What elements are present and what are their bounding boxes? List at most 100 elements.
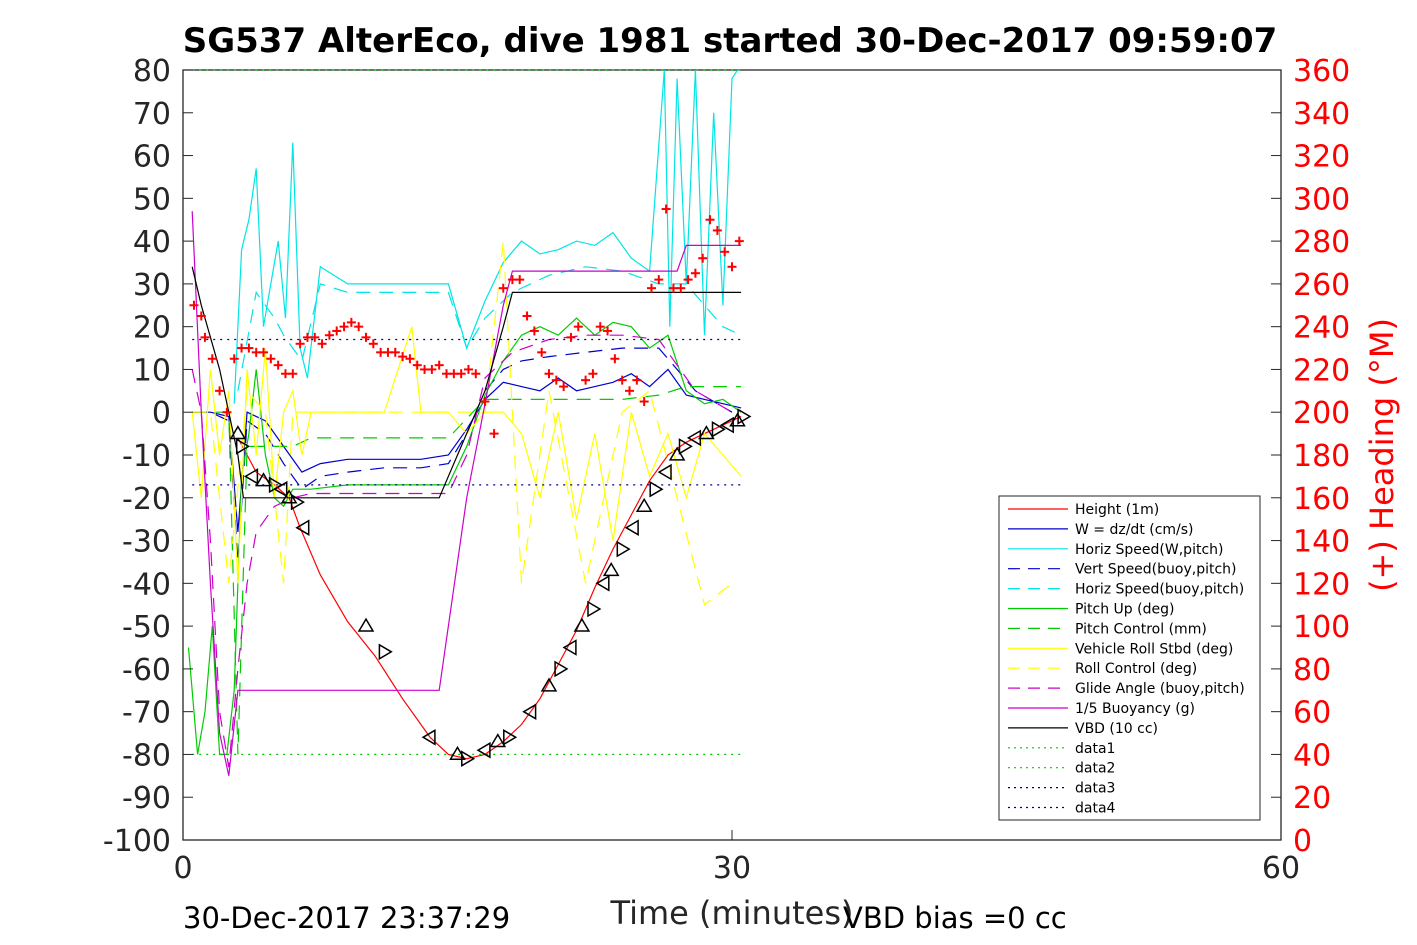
- legend-label: Horiz Speed(W,pitch): [1075, 542, 1223, 558]
- heading-point: [196, 311, 206, 321]
- heading-point: [489, 429, 499, 439]
- series-line-11: [191, 266, 742, 499]
- legend-label: data4: [1075, 801, 1116, 817]
- y-tick-label: -100: [103, 824, 171, 859]
- y-tick-label: -60: [122, 653, 171, 688]
- x-axis: 0 30 60: [173, 830, 1300, 886]
- height-marker: [624, 519, 639, 537]
- heading-point: [427, 364, 437, 374]
- legend-label: data2: [1075, 761, 1115, 777]
- heading-point: [734, 236, 744, 246]
- height-marker: [711, 420, 726, 438]
- y2-tick-label: 20: [1293, 781, 1331, 816]
- y-tick-label: 0: [152, 396, 171, 431]
- y-tick-label: -10: [122, 439, 171, 474]
- heading-point: [559, 382, 569, 392]
- legend-label: Glide Angle (buoy,pitch): [1075, 681, 1245, 697]
- heading-point: [544, 369, 554, 379]
- legend-label: data3: [1075, 781, 1115, 797]
- heading-point: [537, 347, 547, 357]
- y-tick-label: 40: [133, 225, 171, 260]
- legend-box: [998, 495, 1261, 821]
- heading-point: [368, 339, 378, 349]
- height-marker: [290, 493, 305, 511]
- y-tick-label: -70: [122, 696, 171, 731]
- legend-label: data1: [1075, 741, 1115, 757]
- footer-timestamp: 30-Dec-2017 23:37:29: [183, 901, 510, 935]
- legend: Height (1m) W = dz/dt (cm/s) Horiz Speed(W…: [998, 495, 1261, 821]
- height-marker: [522, 703, 537, 721]
- height-marker: [461, 750, 476, 768]
- legend-label: Pitch Up (deg): [1075, 602, 1174, 618]
- y-tick-label: -40: [122, 567, 171, 602]
- legend-label: Height (1m): [1075, 502, 1159, 518]
- y-tick-label: 80: [133, 54, 171, 89]
- height-marker: [737, 408, 752, 425]
- heading-point: [405, 354, 415, 364]
- height-marker: [602, 562, 620, 577]
- legend-label: VBD (10 cc): [1075, 721, 1158, 737]
- heading-point: [625, 386, 635, 396]
- heading-point: [646, 283, 656, 293]
- legend-label: 1/5 Buoyancy (g): [1075, 701, 1195, 717]
- plot-area: [182, 69, 1282, 841]
- series-line-8: [192, 241, 733, 606]
- x-tick-label: 30: [713, 851, 751, 886]
- x-tick-label: 60: [1262, 851, 1300, 886]
- heading-point: [222, 407, 232, 417]
- heading-point: [244, 343, 254, 353]
- y-axis-right: 3603403203002802602402202001801601401201…: [1271, 54, 1350, 859]
- height-marker: [229, 425, 247, 440]
- series-line-10: [191, 211, 742, 776]
- heading-point: [690, 268, 700, 278]
- heading-point: [434, 360, 444, 370]
- height-marker: [357, 617, 375, 632]
- heading-point: [471, 369, 481, 379]
- heading-point: [610, 354, 620, 364]
- heading-point: [515, 275, 525, 285]
- heading-point: [720, 247, 730, 257]
- y-tick-label: -80: [122, 738, 171, 773]
- height-marker: [273, 480, 288, 498]
- heading-point: [581, 375, 591, 385]
- heading-point: [632, 375, 642, 385]
- heading-point: [200, 332, 210, 342]
- y2-tick-label: 40: [1293, 738, 1331, 773]
- legend-label: Pitch Control (mm): [1075, 621, 1207, 637]
- series-line-5: [187, 317, 742, 756]
- series-line-9: [191, 334, 733, 768]
- y2-tick-label: 280: [1293, 225, 1350, 260]
- y-axis-left: 80 70 60 50 40 30 20 10 0 -10 -20 -30 -40 -50 -60 -70 -8…: [103, 54, 193, 859]
- heading-point: [595, 322, 605, 332]
- y-tick-label: -90: [122, 781, 171, 816]
- y-tick-label: 70: [133, 97, 171, 132]
- y2-axis-label: (+) Heading (°M): [1363, 318, 1401, 592]
- heading-point: [339, 322, 349, 332]
- height-marker: [554, 660, 569, 678]
- y2-tick-label: 0: [1293, 824, 1312, 859]
- height-marker: [587, 600, 602, 618]
- height-marker: [540, 677, 558, 692]
- y2-tick-label: 320: [1293, 140, 1350, 175]
- heading-point: [207, 354, 217, 364]
- heading-point: [463, 364, 473, 374]
- y2-tick-label: 220: [1293, 353, 1350, 388]
- legend-label: Vehicle Roll Stbd (deg): [1075, 641, 1233, 657]
- legend-label: Vert Speed(buoy,pitch): [1075, 562, 1237, 578]
- heading-point: [317, 339, 327, 349]
- heading-point: [683, 275, 693, 285]
- heading-point: [229, 354, 239, 364]
- height-marker: [595, 574, 610, 592]
- y2-tick-label: 60: [1293, 696, 1331, 731]
- heading-point: [698, 253, 708, 263]
- heading-point: [456, 369, 466, 379]
- heading-point: [498, 283, 508, 293]
- heading-point: [354, 322, 364, 332]
- legend-label: Horiz Speed(buoy,pitch): [1075, 582, 1244, 598]
- height-marker: [678, 438, 693, 455]
- heading-point: [332, 326, 342, 336]
- legend-label: Roll Control (deg): [1075, 661, 1197, 677]
- heading-point: [288, 369, 298, 379]
- heading-point: [573, 322, 583, 332]
- y-tick-label: -50: [122, 610, 171, 645]
